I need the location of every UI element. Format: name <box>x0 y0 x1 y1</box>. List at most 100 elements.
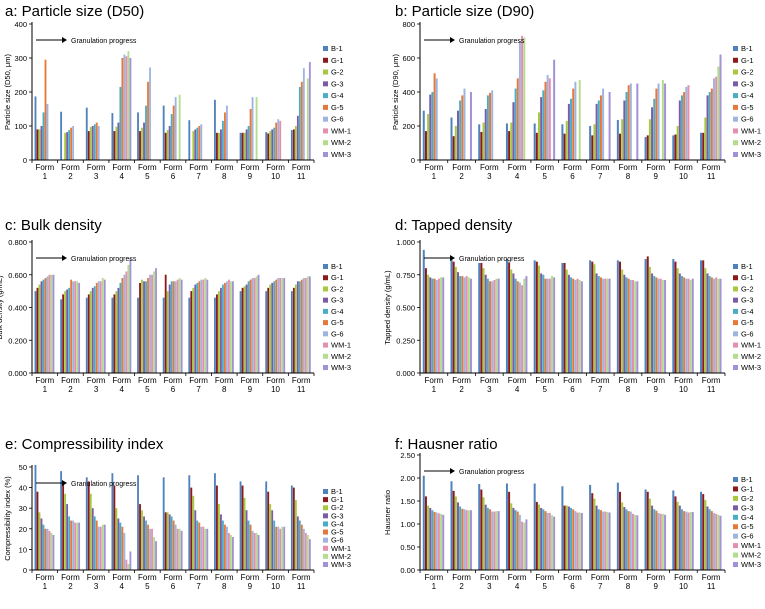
bar-b-1-form-6 <box>162 297 165 373</box>
bar-g-5-form-7 <box>599 95 602 160</box>
legend-swatch-wm-1 <box>733 128 738 134</box>
bar-g-1-form-11 <box>292 129 295 160</box>
bar-g-4-form-11 <box>708 92 711 160</box>
bar-b-1-form-9 <box>644 489 647 570</box>
bar-g-4-form-7 <box>597 509 600 570</box>
bar-b-1-form-8 <box>616 120 619 160</box>
y-tick-label: 2.00 <box>400 474 415 483</box>
legend-label-g-3: G-3 <box>741 296 754 305</box>
bar-g-1-form-3 <box>87 481 90 570</box>
bar-g-4-form-10 <box>680 276 683 373</box>
x-tick-label-number: 6 <box>171 582 176 591</box>
bar-wm-3-form-5 <box>155 541 157 570</box>
y-tick-label: 0.250 <box>396 336 415 345</box>
bar-g-1-form-2 <box>452 261 455 373</box>
bar-wm-1-form-2 <box>465 276 468 373</box>
bar-wm-1-form-11 <box>304 278 307 373</box>
x-tick-label-number: 11 <box>297 385 306 394</box>
legend-swatch-b-1 <box>323 46 328 51</box>
bar-wm-3-form-4 <box>129 58 132 160</box>
bar-g-1-form-4 <box>508 491 511 570</box>
y-tick-label: 0.00 <box>400 566 415 575</box>
bar-g-5-form-8 <box>224 524 226 570</box>
x-tick-label-form: Form <box>35 163 54 172</box>
bar-g-3-form-2 <box>456 502 459 570</box>
legend-label-g-2: G-2 <box>741 284 754 293</box>
legend-swatch-g-1 <box>323 275 328 281</box>
legend-label-wm-1: WM-1 <box>741 126 761 135</box>
legend-swatch-wm-1 <box>323 545 328 551</box>
legend-swatch-g-3 <box>323 81 328 87</box>
bar-g-3-form-4 <box>512 507 515 570</box>
bar-g-3-form-4 <box>117 122 120 160</box>
x-tick-label-form: Form <box>619 573 638 582</box>
progress-label: Granulation progress <box>459 469 525 476</box>
legend-label-g-1: G-1 <box>741 56 754 65</box>
bar-g-6-form-8 <box>226 105 228 160</box>
x-tick-label-number: 6 <box>570 172 575 181</box>
bar-g-4-form-11 <box>708 276 711 373</box>
bar-g-3-form-8 <box>623 100 626 160</box>
bar-g-3-form-4 <box>117 287 120 373</box>
x-tick-label-form: Form <box>138 376 157 385</box>
x-tick-label-number: 5 <box>145 385 150 394</box>
bar-g-1-form-9 <box>646 135 649 160</box>
bar-b-1-form-7 <box>188 475 191 570</box>
bar-g-4-form-6 <box>170 516 173 570</box>
bar-g-6-form-2 <box>463 88 466 160</box>
legend-label-g-6: G-6 <box>741 329 754 338</box>
bar-g-1-form-5 <box>139 504 141 570</box>
x-tick-label-form: Form <box>591 376 610 385</box>
legend-swatch-g-3 <box>323 513 328 519</box>
x-tick-label-number: 6 <box>570 385 575 394</box>
bar-g-2-form-10 <box>269 131 272 160</box>
bar-g-1-form-10 <box>267 287 270 373</box>
bar-g-1-form-4 <box>113 294 116 373</box>
chart-panel-6: f: Hausner ratio 0.00 0.50 1.00 1.50 2.00 2.50… <box>383 436 761 591</box>
bar-g-2-form-7 <box>593 124 596 160</box>
bar-b-1-form-1 <box>422 249 425 373</box>
x-tick-label-number: 3 <box>94 172 99 181</box>
bar-g-1-form-11 <box>702 132 705 160</box>
bar-g-1-form-9 <box>646 491 649 570</box>
bar-wm-1-form-4 <box>521 521 524 570</box>
bar-g-5-form-8 <box>224 112 226 160</box>
bar-g-1-form-6 <box>563 505 566 570</box>
bar-wm-3-form-8 <box>232 537 234 570</box>
bar-wm-2-form-3 <box>101 524 104 570</box>
bar-g-6-form-11 <box>713 78 716 160</box>
y-tick-label: 600 <box>402 54 415 63</box>
bar-g-4-form-11 <box>298 86 301 160</box>
bar-g-4-form-9 <box>653 509 656 570</box>
bar-wm-3-form-10 <box>691 278 694 373</box>
x-tick-label-form: Form <box>266 573 285 582</box>
bar-g-5-form-3 <box>95 122 98 160</box>
bar-g-4-form-6 <box>570 277 573 373</box>
bar-wm-1-form-10 <box>279 278 282 373</box>
bar-g-3-form-10 <box>271 510 274 570</box>
bar-g-2-form-3 <box>482 122 485 160</box>
bar-b-1-form-11 <box>290 485 293 570</box>
legend-swatch-g-4 <box>733 93 738 99</box>
bar-b-1-form-5 <box>137 112 139 160</box>
bar-g-3-form-2 <box>66 504 69 570</box>
chart-panel-1: a: Particle size (D50) 0 100 200 300 400 Parti… <box>3 3 351 181</box>
x-tick-label-number: 3 <box>487 172 492 181</box>
y-tick-label: 400 <box>402 88 415 97</box>
x-tick-label-number: 6 <box>570 582 575 591</box>
bar-g-3-form-10 <box>271 282 274 373</box>
bar-wm-3-form-8 <box>232 281 234 373</box>
legend-swatch-g-2 <box>733 286 738 292</box>
legend-label-g-3: G-3 <box>741 503 754 512</box>
bar-g-2-form-9 <box>243 286 246 373</box>
bar-g-6-form-7 <box>602 278 605 373</box>
bar-g-2-form-4 <box>115 291 118 374</box>
bar-g-1-form-7 <box>591 261 594 373</box>
bar-g-2-form-6 <box>565 505 568 570</box>
bar-g-4-form-5 <box>145 105 147 160</box>
bar-wm-2-form-6 <box>578 279 581 373</box>
bar-wm-2-form-2 <box>467 277 470 373</box>
bar-g-4-form-7 <box>196 520 199 570</box>
x-tick-label-number: 8 <box>222 172 227 181</box>
bar-g-4-form-1 <box>431 92 434 160</box>
